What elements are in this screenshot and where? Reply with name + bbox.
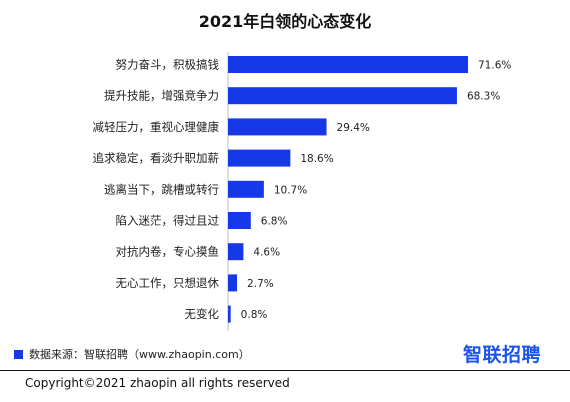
value-label: 6.8% <box>261 216 288 228</box>
bar <box>228 305 231 323</box>
bar <box>228 180 264 198</box>
category-label: 努力奋斗，积极搞钱 <box>116 58 220 72</box>
bar <box>228 212 251 229</box>
bar <box>228 118 327 136</box>
value-label: 29.4% <box>337 122 370 134</box>
category-label: 对抗内卷，专心摸鱼 <box>116 245 220 259</box>
bar-chart: 努力奋斗，积极搞钱 71.6% 提升技能，增强竞争力 68.3% 减轻压力，重视心理健康… <box>93 52 511 331</box>
source-square-icon <box>14 349 23 359</box>
value-label: 2.7% <box>247 278 274 290</box>
value-label: 18.6% <box>300 153 333 165</box>
bar <box>228 56 468 73</box>
value-label: 71.6% <box>478 60 511 72</box>
zhaopin-logo: 智联招聘 <box>463 344 542 366</box>
category-label: 提升技能，增强竞争力 <box>104 89 219 103</box>
category-label: 陷入迷茫，得过且过 <box>116 214 220 228</box>
category-label: 追求稳定，看淡升职加薪 <box>93 151 220 165</box>
bar <box>228 243 244 261</box>
value-label: 0.8% <box>241 309 268 321</box>
bar <box>228 87 457 105</box>
source-note: 数据来源：智联招聘（www.zhaopin.com） <box>14 346 250 362</box>
category-label: 逃离当下，跳槽或转行 <box>104 182 219 196</box>
source-text: 数据来源：智联招聘（www.zhaopin.com） <box>29 348 250 361</box>
value-label: 68.3% <box>467 91 500 103</box>
bar <box>228 149 291 167</box>
chart-title: 2021年白领的心态变化 <box>198 12 372 31</box>
bar <box>228 274 238 292</box>
copyright-text: Copyright©2021 zhaopin all rights reserv… <box>25 376 290 390</box>
value-label: 10.7% <box>274 184 307 196</box>
divider <box>0 370 570 371</box>
category-label: 减轻压力，重视心理健康 <box>93 120 220 134</box>
value-label: 4.6% <box>253 247 280 259</box>
category-label: 无变化 <box>185 307 220 321</box>
category-label: 无心工作，只想退休 <box>116 276 220 290</box>
